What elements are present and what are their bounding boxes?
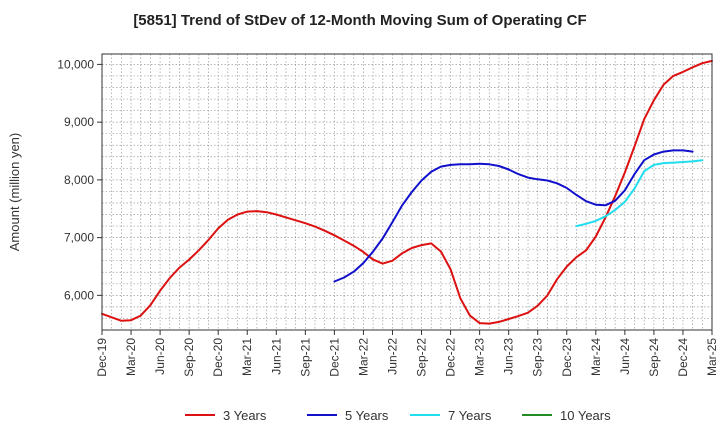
x-tick-label: Dec-23: [560, 338, 574, 377]
x-tick-label: Mar-20: [124, 338, 138, 376]
y-tick-label: 6,000: [64, 288, 94, 302]
series-line-3-years: [101, 59, 713, 325]
x-tick-label: Sep-20: [182, 338, 196, 377]
x-tick-label: Sep-22: [415, 338, 429, 377]
legend-label: 7 Years: [448, 408, 492, 423]
x-tick-label: Jun-20: [153, 338, 167, 375]
x-tick-label: Dec-22: [444, 338, 458, 377]
series-lines: [101, 59, 713, 325]
y-tick-label: 10,000: [57, 57, 94, 71]
legend-label: 10 Years: [560, 408, 611, 423]
x-tick-label: Jun-21: [269, 338, 283, 375]
y-axis-label: Amount (million yen): [7, 133, 22, 252]
x-tick-label: Jun-24: [618, 338, 632, 375]
x-axis-ticks: Dec-19 Mar-20 Jun-20 Sep-20 Dec-20 Mar-21 Jun-…: [95, 330, 719, 377]
x-tick-label: Mar-21: [240, 338, 254, 376]
x-tick-label: Mar-23: [473, 338, 487, 376]
y-axis-ticks: 6,000 7,000 8,000 9,000 10,000: [57, 57, 102, 302]
legend-label: 5 Years: [345, 408, 389, 423]
y-tick-label: 7,000: [64, 231, 94, 245]
plot-background: [102, 54, 712, 330]
series-line-5-years: [333, 149, 694, 283]
x-tick-label: Dec-20: [211, 338, 225, 377]
x-tick-label: Mar-22: [356, 338, 370, 376]
y-tick-label: 8,000: [64, 173, 94, 187]
x-tick-label: Jun-22: [385, 338, 399, 375]
chart-title: [5851] Trend of StDev of 12-Month Moving…: [133, 12, 587, 29]
y-tick-label: 9,000: [64, 115, 94, 129]
grid-lines: [101, 54, 713, 331]
x-tick-label: Sep-24: [647, 338, 661, 377]
x-tick-label: Jun-23: [502, 338, 516, 375]
legend: 3 Years 5 Years 7 Years 10 Years: [185, 408, 611, 423]
x-tick-label: Sep-23: [531, 338, 545, 377]
x-tick-label: Dec-24: [676, 338, 690, 377]
x-tick-label: Mar-25: [705, 338, 719, 376]
legend-label: 3 Years: [223, 408, 267, 423]
x-tick-label: Mar-24: [589, 338, 603, 376]
series-line-7-years: [575, 159, 704, 228]
x-tick-label: Dec-21: [327, 338, 341, 377]
plot-frame: [101, 53, 713, 331]
x-tick-label: Dec-19: [95, 338, 109, 377]
x-tick-label: Sep-21: [298, 338, 312, 377]
